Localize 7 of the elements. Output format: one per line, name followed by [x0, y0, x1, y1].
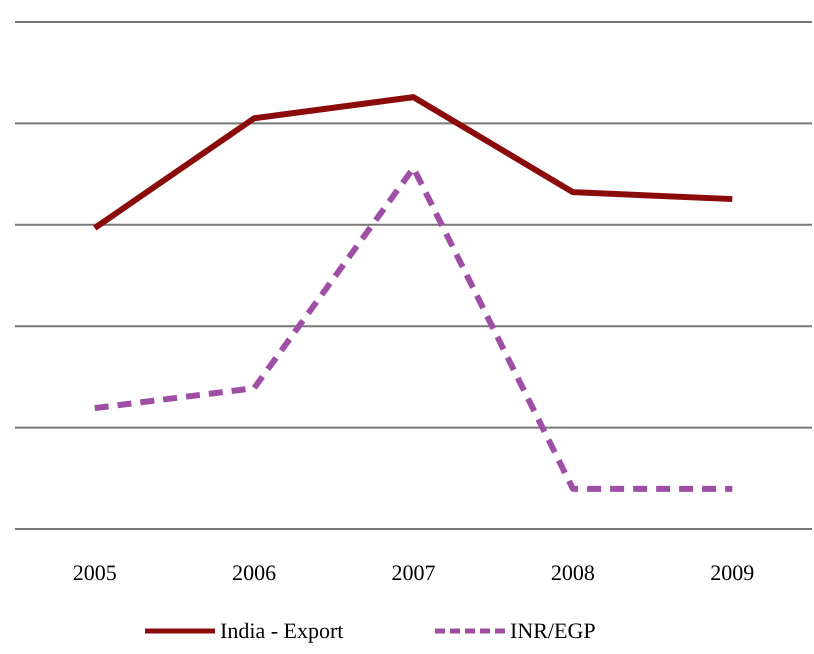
legend-label: India - Export	[220, 618, 344, 643]
x-tick-label: 2007	[392, 560, 436, 585]
x-tick-label: 2008	[550, 560, 595, 585]
x-tick-label: 2005	[72, 560, 117, 585]
legend-label: INR/EGP	[510, 618, 596, 643]
x-tick-label: 2009	[710, 560, 754, 585]
x-tick-label: 2006	[232, 560, 276, 585]
